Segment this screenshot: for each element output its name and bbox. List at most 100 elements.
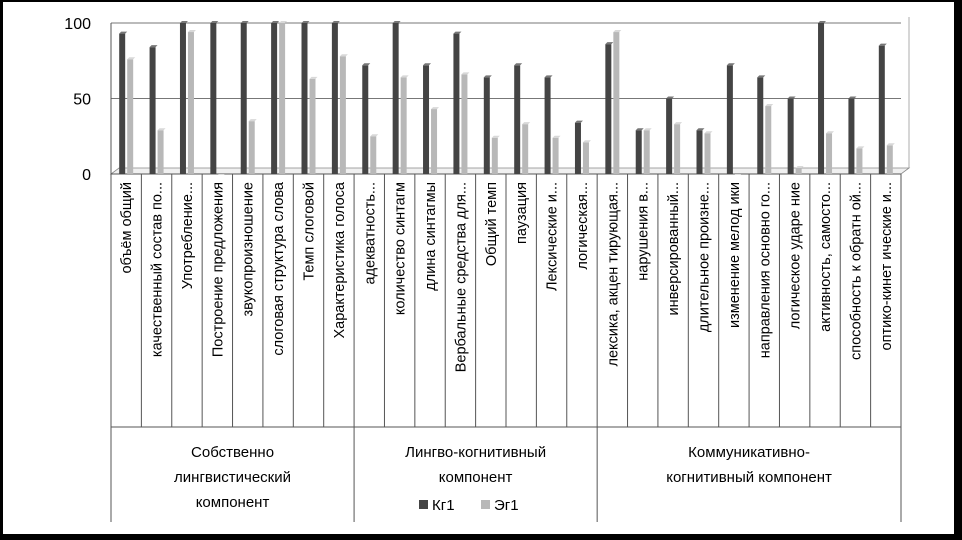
bar-kg1: [483, 77, 490, 174]
bar-eg1: [279, 23, 286, 174]
bar-kg1: [818, 23, 825, 174]
group-label: компонент: [196, 494, 270, 511]
bar-top-eg1: [187, 30, 196, 33]
bar-eg1: [127, 59, 134, 174]
category-label: лексика, акцен тирующая...: [605, 182, 621, 367]
bar-eg1: [856, 148, 863, 174]
category-label: Темп слоговой: [302, 182, 318, 281]
bar-kg1: [666, 98, 673, 174]
bar-kg1: [119, 33, 126, 174]
bar-kg1: [574, 122, 581, 174]
bar-eg1: [643, 130, 650, 174]
bar-top-eg1: [157, 128, 166, 131]
bar-kg1: [240, 23, 247, 174]
bar-eg1: [400, 77, 407, 174]
bar-eg1: [309, 78, 316, 174]
bar-top-kg1: [331, 21, 340, 23]
group-label: компонент: [439, 469, 513, 486]
bar-top-eg1: [431, 107, 440, 110]
bar-kg1: [848, 98, 855, 174]
bar-top-kg1: [240, 21, 249, 23]
bar-kg1: [726, 65, 733, 174]
bar-eg1: [795, 167, 802, 174]
category-label: Лексические и...: [545, 182, 561, 291]
category-label: слоговая структура слова: [271, 181, 287, 356]
bar-top-kg1: [392, 21, 401, 23]
category-label: звукопроизношение: [241, 182, 257, 317]
bar-kg1: [878, 45, 885, 175]
category-label: изменение мелод ики: [727, 182, 743, 328]
bar-kg1: [605, 44, 612, 174]
bar-kg1: [149, 47, 156, 174]
bar-eg1: [431, 109, 438, 174]
bar-top-kg1: [848, 96, 857, 99]
bar-top-kg1: [301, 21, 310, 23]
category-label: Употребление...: [180, 182, 196, 289]
legend-swatch-eg1: [481, 500, 490, 509]
bar-eg1: [674, 124, 681, 174]
bar-top-kg1: [635, 128, 644, 131]
bar-top-eg1: [522, 122, 531, 125]
bar-kg1: [301, 23, 308, 174]
category-label: количество синтагм: [393, 182, 409, 315]
bar-eg1: [734, 174, 741, 175]
bar-top-kg1: [757, 75, 766, 78]
bar-top-eg1: [248, 119, 257, 122]
category-label: длина синтагмы: [423, 182, 439, 291]
category-label: длительное произне...: [697, 182, 713, 332]
y-tick-label: 50: [73, 92, 91, 109]
bar-top-eg1: [339, 54, 348, 57]
bar-top-kg1: [514, 63, 523, 66]
bar-eg1: [522, 124, 529, 174]
category-label: логическая...: [575, 182, 591, 270]
bar-top-eg1: [643, 128, 652, 131]
bar-kg1: [179, 23, 186, 174]
bar-kg1: [696, 130, 703, 174]
bar-eg1: [491, 137, 498, 174]
bar-top-kg1: [818, 21, 827, 23]
bar-eg1: [187, 32, 194, 174]
bar-kg1: [362, 65, 369, 174]
bar-eg1: [765, 106, 772, 174]
bar-top-kg1: [544, 75, 553, 78]
bar-eg1: [613, 32, 620, 174]
category-label: паузация: [514, 182, 530, 244]
group-label: Собственно: [191, 444, 274, 461]
category-label: активность, самосто...: [818, 182, 834, 332]
bar-top-eg1: [886, 143, 895, 146]
bar-kg1: [514, 65, 521, 174]
bar-top-eg1: [370, 134, 379, 137]
bar-top-kg1: [453, 31, 462, 34]
bar-top-eg1: [826, 131, 835, 134]
bar-kg1: [331, 23, 338, 174]
bar-top-eg1: [127, 57, 136, 60]
bar-top-eg1: [795, 165, 804, 168]
bar-eg1: [248, 121, 255, 174]
y-tick-label: 100: [64, 16, 91, 33]
bar-top-kg1: [423, 63, 432, 66]
category-label: Вербальные средства для...: [453, 182, 469, 372]
category-label: объём общий: [119, 182, 135, 274]
bar-eg1: [552, 137, 559, 174]
bar-eg1: [826, 133, 833, 174]
bar-kg1: [453, 33, 460, 174]
bar-kg1: [544, 77, 551, 174]
bar-top-eg1: [461, 72, 470, 75]
category-label: качественный состав по...: [150, 182, 166, 357]
bar-top-eg1: [674, 122, 683, 125]
category-label: Построение предложения: [210, 182, 226, 357]
bar-eg1: [461, 74, 468, 174]
bar-kg1: [210, 23, 217, 174]
category-label: Общий темп: [484, 182, 500, 266]
bar-kg1: [423, 65, 430, 174]
bar-eg1: [704, 133, 711, 174]
bar-top-kg1: [605, 42, 614, 45]
bar-top-kg1: [878, 43, 887, 46]
bar-eg1: [218, 174, 225, 175]
bar-eg1: [582, 142, 589, 174]
bar-top-kg1: [271, 21, 280, 23]
category-label: логическое ударе ние: [788, 182, 804, 329]
category-label: способность к обратн ой...: [848, 182, 864, 360]
bar-top-eg1: [552, 135, 561, 138]
bar-kg1: [271, 23, 278, 174]
